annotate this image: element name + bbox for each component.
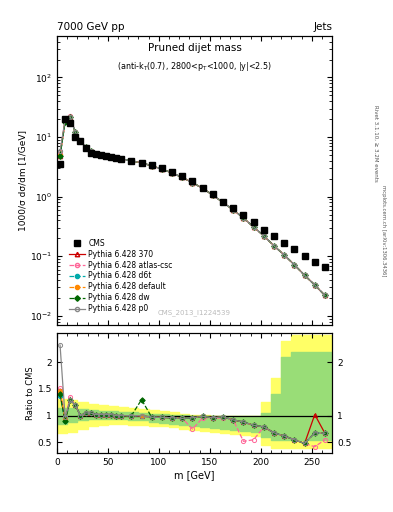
Text: mcplots.cern.ch [arXiv:1306.3436]: mcplots.cern.ch [arXiv:1306.3436] [381,185,386,276]
X-axis label: m [GeV]: m [GeV] [174,470,215,480]
Legend: CMS, Pythia 6.428 370, Pythia 6.428 atlas-csc, Pythia 6.428 d6t, Pythia 6.428 de: CMS, Pythia 6.428 370, Pythia 6.428 atla… [66,237,175,315]
Text: Rivet 3.1.10, ≥ 3.2M events: Rivet 3.1.10, ≥ 3.2M events [373,105,378,182]
Text: CMS_2013_I1224539: CMS_2013_I1224539 [158,310,231,316]
Text: Jets: Jets [313,22,332,32]
Y-axis label: 1000/σ dσ/dm [1/GeV]: 1000/σ dσ/dm [1/GeV] [18,130,27,231]
Text: 7000 GeV pp: 7000 GeV pp [57,22,125,32]
Text: (anti-k$_\mathregular{T}$(0.7), 2800<p$_\mathregular{T}$<1000, |y|<2.5): (anti-k$_\mathregular{T}$(0.7), 2800<p$_… [117,60,272,73]
Y-axis label: Ratio to CMS: Ratio to CMS [26,366,35,420]
Text: Pruned dijet mass: Pruned dijet mass [148,43,241,53]
